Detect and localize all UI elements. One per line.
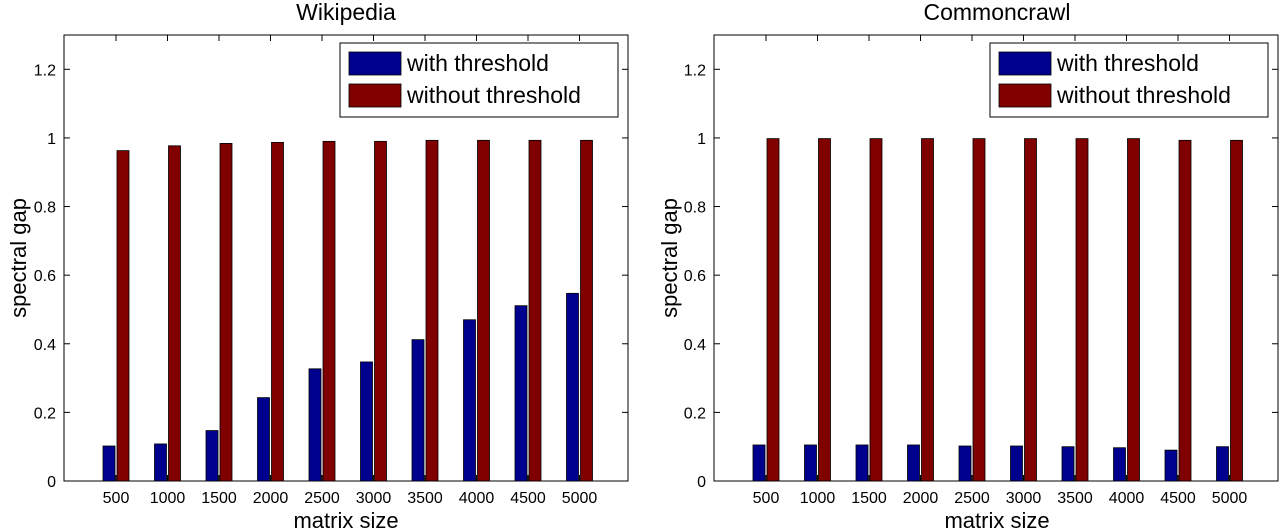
bar-without-threshold	[580, 139, 593, 482]
bar-without-threshold	[374, 140, 387, 482]
bar-with-threshold	[855, 444, 869, 482]
bar-without-threshold	[766, 138, 780, 482]
bar-without-threshold	[972, 138, 986, 482]
bar-without-threshold	[477, 139, 490, 482]
x-tick-label: 500	[753, 490, 780, 507]
bar-without-threshold	[1178, 139, 1192, 482]
x-tick-label: 1500	[201, 490, 237, 507]
bar-with-threshold	[907, 444, 920, 482]
bar-without-threshold	[219, 143, 233, 482]
chart-panel-commoncrawl: Commoncrawl spectral gap matrix size 0 0.…	[657, 0, 1279, 532]
y-tick-label: 0	[697, 474, 706, 491]
x-tick-label: 2000	[253, 490, 289, 507]
y-tick-label: 0.4	[34, 337, 56, 354]
chart-panel-wikipedia: Wikipedia spectral gap matrix size 00.20…	[6, 0, 629, 532]
legend-label: without threshold	[1056, 82, 1231, 108]
legend-label: without threshold	[406, 82, 581, 108]
x-tick-label: 1000	[150, 490, 186, 507]
y-tick-label: 0.4	[684, 337, 706, 354]
bar-with-threshold	[514, 305, 528, 482]
x-tick-label: 5000	[1212, 490, 1248, 507]
legend-swatch	[348, 51, 402, 76]
bar-with-threshold	[1164, 449, 1178, 482]
bar-without-threshold	[116, 150, 130, 482]
y-tick-label: 0.6	[684, 268, 706, 285]
bar-without-threshold	[528, 139, 542, 482]
bar-with-threshold	[257, 397, 270, 482]
x-tick-label: 4500	[510, 490, 546, 507]
bar-without-threshold	[818, 138, 831, 482]
x-tick-label: 1500	[851, 490, 887, 507]
bar-with-threshold	[1010, 445, 1023, 482]
y-tick-label: 1	[47, 131, 56, 148]
x-tick-label: 5000	[562, 490, 598, 507]
bar-without-threshold	[1230, 139, 1243, 482]
bar-with-threshold	[102, 445, 116, 482]
bar-with-threshold	[463, 319, 476, 482]
y-tick-label: 0.8	[34, 200, 56, 217]
bar-with-threshold	[360, 361, 373, 482]
y-tick-label: 0.2	[34, 405, 56, 422]
bar-with-threshold	[566, 292, 579, 482]
x-tick-label: 4500	[1160, 490, 1196, 507]
bar-without-threshold	[1127, 138, 1140, 482]
y-tick-label: 0.8	[684, 200, 706, 217]
x-tick-label: 500	[103, 490, 130, 507]
y-tick-label: 0	[47, 474, 56, 491]
legend-label: with threshold	[1056, 50, 1199, 76]
x-tick-label: 2000	[903, 490, 939, 507]
y-axis-label: spectral gap	[6, 198, 31, 318]
legend: with threshold without threshold	[339, 42, 619, 118]
bar-without-threshold	[425, 139, 439, 482]
bar-with-threshold	[1216, 446, 1229, 482]
axes-group: 0 0.2 0.4 0.6 0.8 1 1.2 500 1000 1500 2000 2500 3000…	[684, 34, 1279, 507]
x-tick-label: 2500	[954, 490, 990, 507]
bar-with-threshold	[1113, 447, 1126, 482]
y-tick-label: 1	[697, 131, 706, 148]
bar-without-threshold	[921, 138, 934, 482]
y-axis-label: spectral gap	[657, 198, 682, 318]
bar-without-threshold	[322, 140, 336, 482]
y-tick-label: 1.2	[684, 62, 706, 79]
bars-group	[752, 138, 1243, 482]
bar-with-threshold	[308, 368, 322, 482]
bar-without-threshold	[271, 141, 284, 482]
y-tick-label: 1.2	[34, 62, 56, 79]
bar-with-threshold	[958, 445, 972, 482]
bar-without-threshold	[1075, 138, 1089, 482]
y-tick-label: 0.2	[684, 405, 706, 422]
legend-swatch	[348, 83, 402, 108]
plot-frame	[713, 34, 1279, 482]
bar-with-threshold	[752, 444, 766, 482]
x-tick-label: 3000	[356, 490, 392, 507]
legend-swatch	[998, 83, 1052, 108]
legend-label: with threshold	[406, 50, 549, 76]
legend-swatch	[998, 51, 1052, 76]
x-axis-label: matrix size	[293, 508, 398, 532]
bar-without-threshold	[168, 145, 181, 482]
x-tick-label: 3500	[407, 490, 443, 507]
axes-group: 0 0.2 0.4 0.6 0.8 1 1.2 500 1000 1500 2000 2500 3000…	[34, 34, 629, 507]
chart-title: Wikipedia	[296, 0, 396, 25]
bar-with-threshold	[1061, 446, 1075, 482]
bar-without-threshold	[869, 138, 883, 482]
x-tick-label: 4000	[459, 490, 495, 507]
y-tick-label: 0.6	[34, 268, 56, 285]
x-tick-label: 3000	[1006, 490, 1042, 507]
x-tick-label: 1000	[800, 490, 836, 507]
bar-with-threshold	[804, 444, 817, 482]
x-tick-label: 3500	[1057, 490, 1093, 507]
x-axis-label: matrix size	[944, 508, 1049, 532]
bar-with-threshold	[154, 443, 167, 482]
bars-group	[102, 139, 593, 482]
x-tick-label: 4000	[1109, 490, 1145, 507]
legend: with threshold without threshold	[989, 42, 1269, 118]
bar-with-threshold	[205, 430, 219, 482]
bar-without-threshold	[1024, 138, 1037, 482]
x-tick-label: 2500	[304, 490, 340, 507]
bar-with-threshold	[411, 339, 425, 482]
chart-title: Commoncrawl	[924, 0, 1071, 25]
plot-frame	[63, 34, 629, 482]
